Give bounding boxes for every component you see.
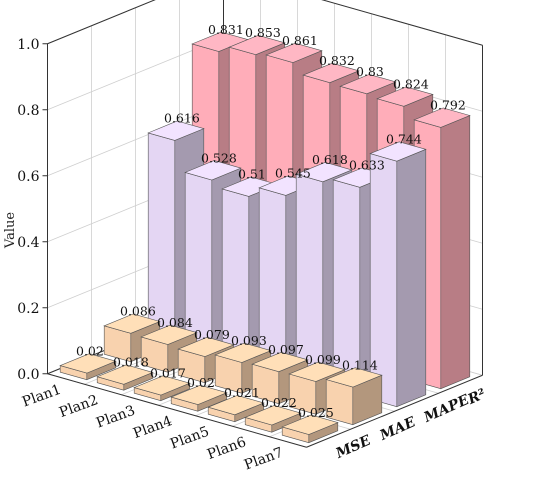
data-label: 0.079	[194, 327, 230, 342]
y-tick-label: 1.0	[17, 37, 39, 53]
data-label: 0.022	[261, 395, 297, 410]
data-label: 0.831	[208, 22, 244, 37]
data-label: 0.832	[319, 53, 355, 68]
bar	[170, 384, 228, 412]
bar	[133, 375, 191, 402]
data-label: 0.618	[312, 152, 348, 167]
data-label: 0.824	[393, 77, 429, 92]
data-label: 0.744	[386, 131, 422, 146]
data-label: 0.616	[164, 111, 200, 126]
bar	[96, 364, 154, 391]
data-label: 0.021	[224, 385, 260, 400]
bar	[369, 141, 427, 408]
data-label: 0.097	[268, 342, 304, 357]
data-label: 0.084	[157, 315, 193, 330]
data-label: 0.093	[231, 333, 267, 348]
y-axis-label: Value	[3, 212, 18, 249]
data-label: 0.114	[342, 357, 378, 372]
data-label: 0.086	[120, 304, 156, 319]
x-tick-label: Plan7	[242, 445, 285, 474]
data-label: 0.792	[430, 98, 466, 113]
series-tick-label: MAE	[377, 414, 419, 444]
bar	[59, 353, 117, 381]
data-label: 0.528	[201, 150, 237, 165]
bar	[281, 414, 339, 444]
data-label: 0.099	[305, 352, 341, 367]
series-tick-label: R²	[465, 386, 489, 408]
chart-bars	[59, 31, 471, 444]
y-tick-label: 0.4	[17, 235, 39, 251]
y-tick-label: 0.2	[17, 301, 39, 317]
series-tick-label: MSE	[333, 432, 374, 462]
data-label: 0.02	[187, 375, 215, 390]
data-label: 0.51	[238, 167, 266, 182]
data-label: 0.018	[113, 355, 149, 370]
data-label: 0.83	[356, 64, 384, 79]
data-label: 0.025	[298, 405, 334, 420]
bar	[207, 395, 265, 423]
data-label: 0.02	[76, 343, 104, 358]
y-tick-label: 0.8	[17, 103, 39, 119]
data-label: 0.545	[275, 166, 311, 181]
data-label: 0.633	[349, 158, 385, 173]
bar	[325, 367, 383, 426]
data-label: 0.861	[282, 33, 318, 48]
data-label: 0.853	[245, 25, 281, 40]
data-label: 0.017	[150, 365, 186, 380]
y-tick-label: 0.6	[17, 169, 39, 185]
y-tick-label: 0.0	[17, 367, 39, 383]
